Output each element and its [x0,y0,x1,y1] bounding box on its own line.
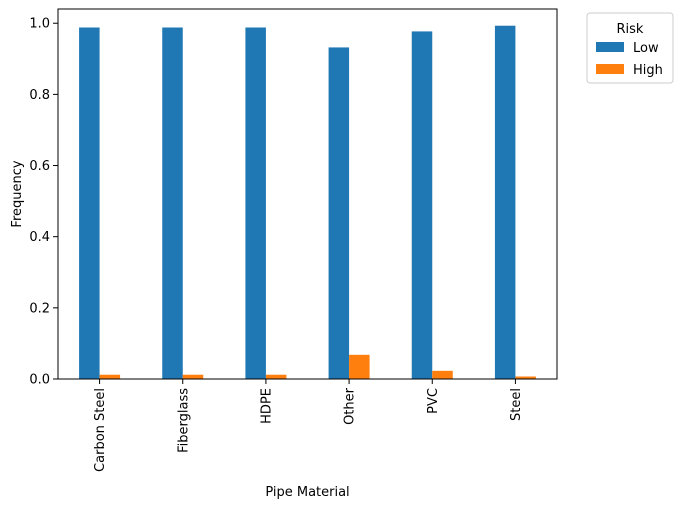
x-axis-ticks: Carbon Steel Fiberglass HDPE Other PVC Steel [93,379,524,472]
bar-low-1 [162,27,183,379]
legend-items: Low High [596,41,663,78]
x-tick-label: Carbon Steel [93,388,108,472]
y-tick-label: 1.0 [29,17,50,32]
x-tick-label: Steel [509,388,524,421]
bar-low-0 [79,27,100,379]
y-tick-label: 0.4 [29,230,50,245]
bar-high-3 [349,354,370,379]
x-tick-label: PVC [426,388,441,414]
legend-label-low: Low [633,41,659,56]
legend-swatch-low [596,42,624,52]
bar-low-5 [494,25,516,379]
x-tick-label: HDPE [259,388,274,424]
x-tick-label: Fiberglass [176,388,191,453]
y-tick-label: 0.0 [29,373,50,388]
bar-high-2 [265,374,287,379]
bar-high-5 [515,376,536,379]
y-axis-ticks: 0.0 0.2 0.4 0.6 0.8 1.0 [29,17,58,388]
bar-high-1 [182,374,204,379]
bar-low-3 [328,47,350,380]
y-tick-label: 0.8 [29,88,50,103]
x-axis-label: Pipe Material [265,485,349,500]
bar-low-2 [245,27,266,379]
bars-layer [79,25,536,380]
y-tick-label: 0.2 [29,301,50,316]
plot-frame [57,8,558,380]
legend: Risk Low High [586,12,674,84]
legend-swatch-high [596,64,624,74]
legend-title: Risk [617,22,644,37]
bar-low-4 [411,31,433,380]
x-tick-label: Other [343,387,358,425]
bar-high-4 [432,370,453,379]
y-tick-label: 0.6 [29,159,50,174]
bar-high-0 [99,374,121,379]
legend-label-high: High [633,63,663,78]
y-axis-label: Frequency [10,160,25,227]
